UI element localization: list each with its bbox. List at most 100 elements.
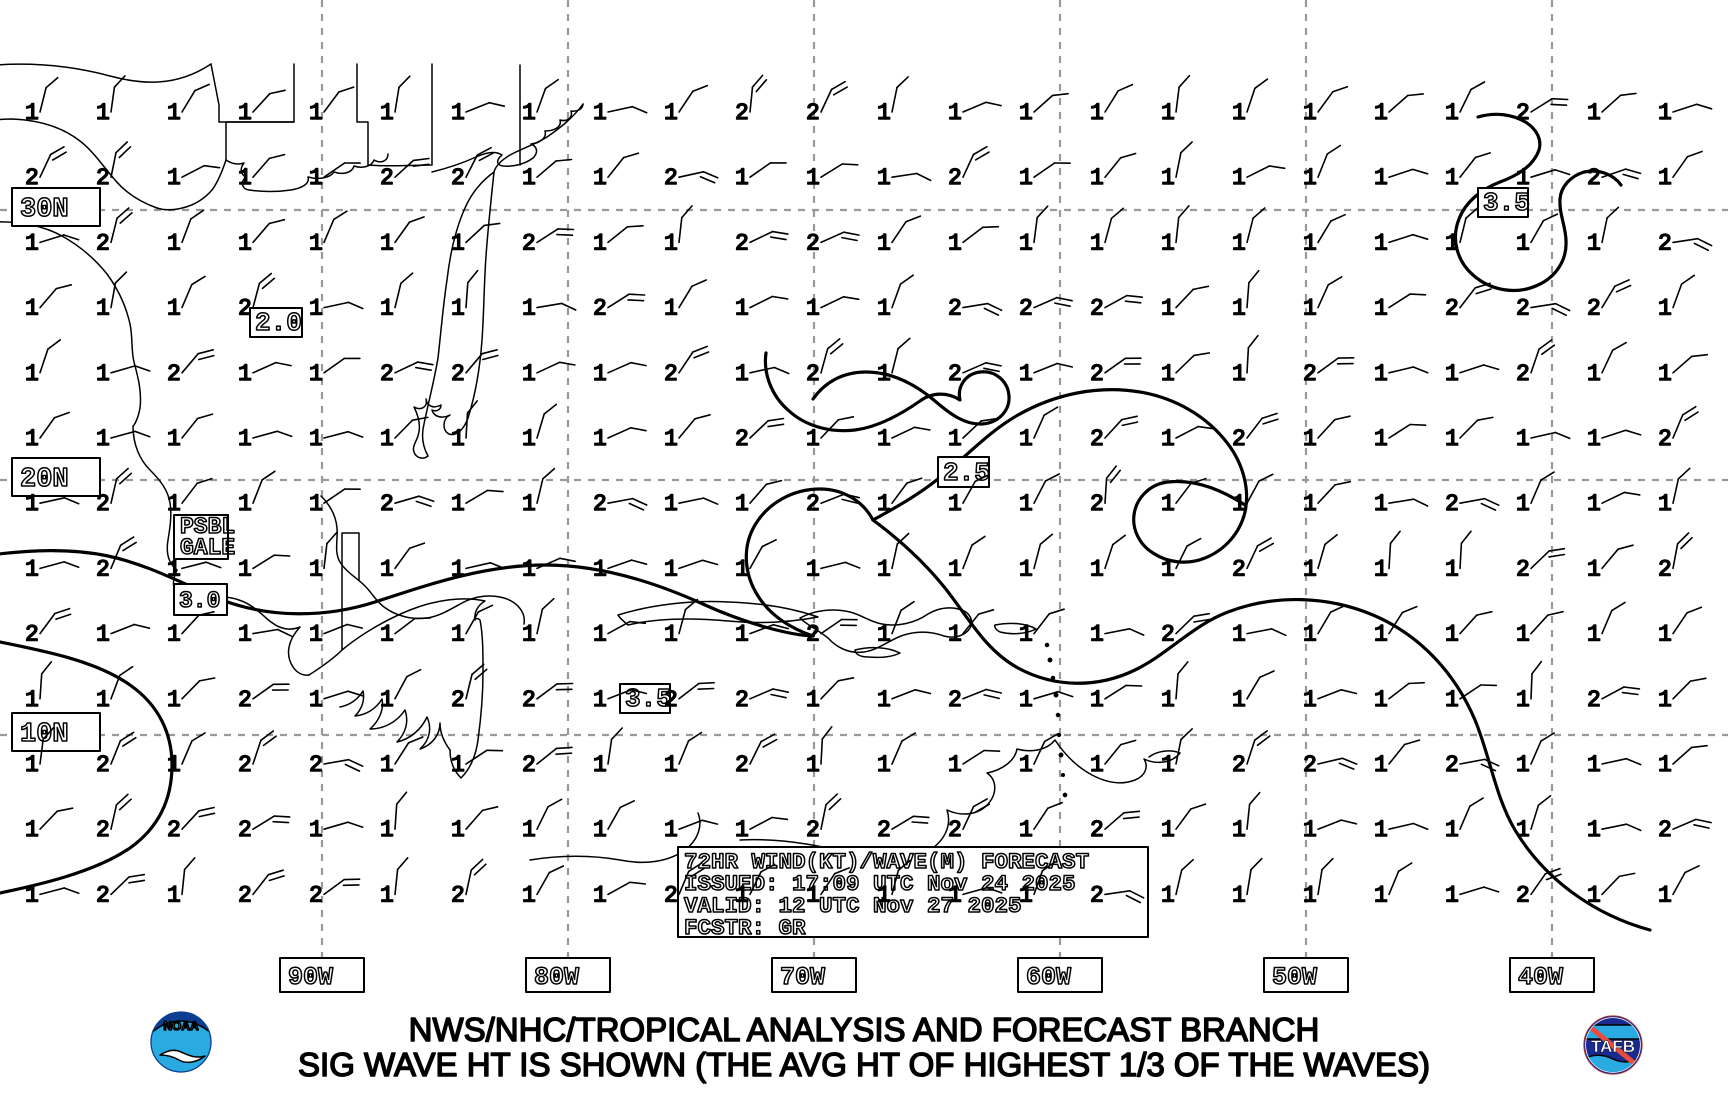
- svg-text:1: 1: [1161, 165, 1175, 191]
- svg-text:1: 1: [167, 230, 181, 256]
- svg-text:1: 1: [1516, 165, 1530, 191]
- svg-text:1: 1: [451, 426, 465, 452]
- svg-text:TAFB: TAFB: [1591, 1037, 1635, 1056]
- svg-text:1: 1: [238, 230, 252, 256]
- svg-text:1: 1: [1374, 100, 1388, 126]
- svg-text:1: 1: [451, 752, 465, 778]
- svg-text:70W: 70W: [780, 963, 825, 992]
- svg-text:1: 1: [1161, 882, 1175, 908]
- svg-text:1: 1: [309, 165, 323, 191]
- svg-text:1: 1: [1161, 361, 1175, 387]
- svg-text:2: 2: [1445, 491, 1459, 517]
- svg-text:1: 1: [1303, 817, 1317, 843]
- svg-text:2: 2: [948, 361, 962, 387]
- svg-text:1: 1: [25, 752, 39, 778]
- svg-text:1: 1: [664, 100, 678, 126]
- svg-text:2: 2: [1090, 491, 1104, 517]
- svg-text:1: 1: [1658, 491, 1672, 517]
- svg-text:1: 1: [167, 100, 181, 126]
- svg-text:1: 1: [522, 556, 536, 582]
- svg-text:1: 1: [806, 687, 820, 713]
- svg-text:1: 1: [1232, 165, 1246, 191]
- svg-text:1: 1: [948, 622, 962, 648]
- svg-text:1: 1: [735, 817, 749, 843]
- svg-text:1: 1: [593, 882, 607, 908]
- svg-text:2: 2: [806, 361, 820, 387]
- svg-text:2: 2: [451, 687, 465, 713]
- svg-text:1: 1: [1516, 817, 1530, 843]
- svg-text:1: 1: [25, 426, 39, 452]
- svg-text:1: 1: [1516, 687, 1530, 713]
- svg-text:1: 1: [1019, 100, 1033, 126]
- svg-text:NWS/NHC/TROPICAL ANALYSIS AND: NWS/NHC/TROPICAL ANALYSIS AND FORECAST B…: [409, 1011, 1320, 1048]
- svg-text:1: 1: [593, 622, 607, 648]
- svg-text:1: 1: [593, 165, 607, 191]
- svg-text:2: 2: [664, 361, 678, 387]
- svg-text:1: 1: [1019, 882, 1033, 908]
- svg-text:1: 1: [1161, 556, 1175, 582]
- svg-text:2: 2: [451, 882, 465, 908]
- svg-text:1: 1: [167, 752, 181, 778]
- svg-text:2: 2: [1090, 817, 1104, 843]
- svg-text:2: 2: [948, 687, 962, 713]
- svg-text:2: 2: [1658, 817, 1672, 843]
- svg-text:2: 2: [806, 100, 820, 126]
- svg-text:1: 1: [1090, 165, 1104, 191]
- svg-text:2: 2: [1019, 296, 1033, 322]
- svg-text:1: 1: [1019, 556, 1033, 582]
- svg-text:30N: 30N: [20, 195, 69, 225]
- svg-text:1: 1: [1516, 752, 1530, 778]
- svg-text:1: 1: [1587, 622, 1601, 648]
- svg-text:2: 2: [664, 882, 678, 908]
- svg-text:1: 1: [593, 556, 607, 582]
- svg-text:2: 2: [96, 882, 110, 908]
- svg-text:1: 1: [735, 165, 749, 191]
- svg-text:1: 1: [1658, 752, 1672, 778]
- svg-text:2: 2: [238, 752, 252, 778]
- svg-text:2: 2: [96, 556, 110, 582]
- svg-text:1: 1: [1303, 622, 1317, 648]
- svg-text:1: 1: [1303, 230, 1317, 256]
- svg-text:1: 1: [664, 426, 678, 452]
- svg-text:2: 2: [1090, 426, 1104, 452]
- svg-text:1: 1: [1516, 230, 1530, 256]
- svg-text:1: 1: [1587, 752, 1601, 778]
- svg-text:2: 2: [1516, 361, 1530, 387]
- svg-text:1: 1: [25, 556, 39, 582]
- svg-text:1: 1: [1658, 687, 1672, 713]
- svg-text:2: 2: [877, 817, 891, 843]
- svg-text:1: 1: [1374, 556, 1388, 582]
- svg-text:1: 1: [1232, 100, 1246, 126]
- svg-text:1: 1: [1303, 491, 1317, 517]
- svg-text:1: 1: [948, 556, 962, 582]
- svg-text:2: 2: [25, 622, 39, 648]
- svg-text:1: 1: [1019, 687, 1033, 713]
- svg-text:1: 1: [96, 296, 110, 322]
- svg-text:1: 1: [1587, 230, 1601, 256]
- svg-text:1: 1: [1374, 491, 1388, 517]
- svg-text:1: 1: [1019, 165, 1033, 191]
- svg-text:1: 1: [238, 426, 252, 452]
- svg-text:2.5: 2.5: [943, 458, 990, 488]
- svg-text:1: 1: [1090, 752, 1104, 778]
- svg-text:1: 1: [1445, 426, 1459, 452]
- svg-text:1: 1: [451, 622, 465, 648]
- svg-text:1: 1: [735, 882, 749, 908]
- svg-text:2: 2: [238, 817, 252, 843]
- svg-text:1: 1: [1303, 296, 1317, 322]
- svg-text:1: 1: [664, 622, 678, 648]
- svg-text:1: 1: [664, 491, 678, 517]
- svg-text:1: 1: [451, 491, 465, 517]
- svg-text:1: 1: [593, 687, 607, 713]
- svg-text:1: 1: [948, 100, 962, 126]
- svg-text:1: 1: [167, 687, 181, 713]
- svg-text:1: 1: [96, 622, 110, 648]
- svg-text:2: 2: [806, 230, 820, 256]
- svg-text:1: 1: [1019, 361, 1033, 387]
- svg-text:1: 1: [1161, 687, 1175, 713]
- svg-text:2: 2: [1658, 556, 1672, 582]
- svg-text:1: 1: [1587, 491, 1601, 517]
- svg-text:2: 2: [1303, 361, 1317, 387]
- svg-text:1: 1: [309, 556, 323, 582]
- svg-text:1: 1: [593, 361, 607, 387]
